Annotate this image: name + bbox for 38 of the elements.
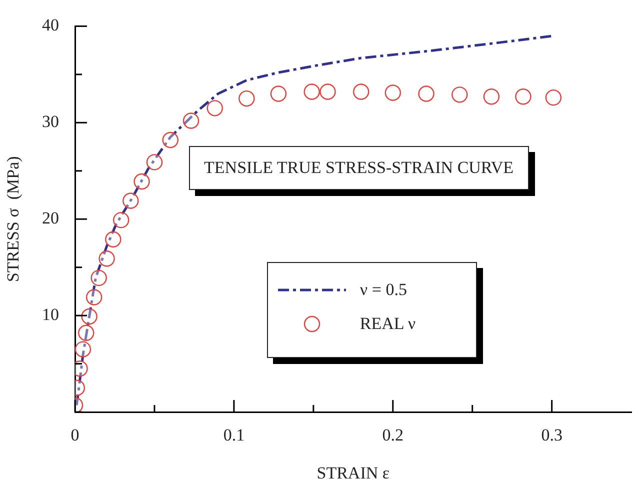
x-axis-title: STRAIN ε	[316, 463, 390, 482]
point	[81, 308, 98, 325]
point	[483, 88, 500, 105]
point	[182, 112, 200, 129]
point	[75, 341, 92, 358]
x-tick-label: 0	[70, 426, 80, 445]
point	[134, 173, 150, 190]
point	[105, 231, 122, 248]
y-axis-title: STRESS σ (MPa)	[4, 156, 23, 282]
point	[206, 100, 223, 116]
point	[352, 84, 370, 100]
x-tick-label: 0.3	[541, 426, 562, 445]
point	[162, 132, 178, 148]
x-tick-label: 0.1	[223, 426, 245, 445]
point	[90, 270, 107, 286]
point	[418, 86, 434, 102]
y-tick-label: 10	[42, 305, 59, 324]
point	[112, 212, 130, 228]
point	[146, 154, 163, 170]
legend-label: REAL ν	[360, 314, 416, 334]
point	[78, 324, 94, 342]
y-tick-label: 40	[42, 16, 59, 35]
point	[452, 86, 468, 103]
x-tick-label: 0.2	[382, 426, 404, 445]
y-tick-label: 30	[42, 112, 59, 132]
point	[98, 250, 115, 267]
point	[86, 289, 102, 306]
point	[320, 84, 336, 100]
point	[122, 192, 139, 209]
point	[238, 90, 255, 107]
point	[515, 88, 532, 105]
point	[304, 84, 320, 100]
legend-label: ν = 0.5	[360, 280, 407, 300]
y-tick-label: 20	[42, 208, 59, 228]
text: TENSILE TRUE STRESS-STRAIN CURVE	[189, 146, 529, 190]
point	[270, 86, 287, 102]
point	[545, 89, 562, 106]
point	[384, 84, 401, 101]
